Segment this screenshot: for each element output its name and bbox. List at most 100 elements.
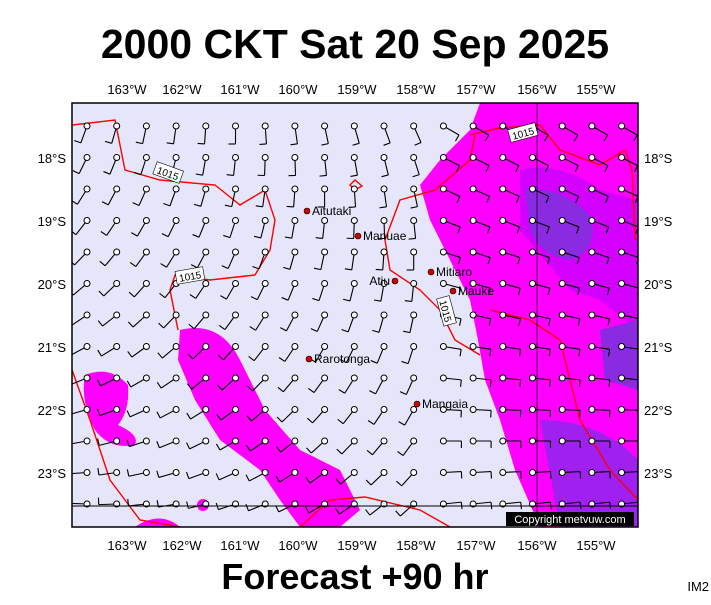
lat-label: 23°S	[644, 466, 673, 481]
place-dot	[392, 278, 398, 284]
place-name: Atiu	[369, 274, 390, 288]
lon-label: 159°W	[337, 82, 377, 97]
lat-label: 20°S	[644, 277, 673, 292]
wind-station	[262, 249, 268, 255]
wind-station	[589, 312, 595, 318]
wind-station	[589, 344, 595, 350]
wind-station	[322, 249, 328, 255]
wind-station	[351, 218, 357, 224]
place-dot	[306, 356, 312, 362]
lat-label: 21°S	[38, 340, 67, 355]
wind-station	[440, 186, 446, 192]
wind-station	[143, 375, 149, 381]
wind-station	[84, 470, 90, 476]
lon-label: 159°W	[337, 538, 377, 553]
wind-station	[114, 123, 120, 129]
wind-barb-flag	[320, 175, 327, 176]
wind-station	[322, 470, 328, 476]
wind-station	[589, 186, 595, 192]
wind-station	[114, 186, 120, 192]
wind-station	[500, 344, 506, 350]
wind-station	[203, 155, 209, 161]
wind-station	[411, 375, 417, 381]
wind-station	[440, 470, 446, 476]
wind-station	[114, 438, 120, 444]
wind-station	[589, 155, 595, 161]
wind-station	[203, 407, 209, 413]
lat-label: 23°S	[38, 466, 67, 481]
place-dot	[428, 269, 434, 275]
wind-station	[619, 218, 625, 224]
wind-station	[143, 407, 149, 413]
wind-station	[589, 281, 595, 287]
wind-station	[351, 407, 357, 413]
wind-station	[143, 249, 149, 255]
wind-station	[411, 249, 417, 255]
wind-station	[619, 249, 625, 255]
wind-station	[619, 344, 625, 350]
wind-station	[470, 186, 476, 192]
wind-station	[262, 438, 268, 444]
wind-station	[203, 375, 209, 381]
wind-station	[440, 344, 446, 350]
wind-station	[381, 438, 387, 444]
wind-station	[173, 155, 179, 161]
wind-station	[143, 123, 149, 129]
wind-station	[589, 218, 595, 224]
wind-station	[470, 123, 476, 129]
wind-station	[262, 155, 268, 161]
wind-station	[84, 344, 90, 350]
wind-station	[203, 470, 209, 476]
wind-station	[233, 407, 239, 413]
lat-label: 19°S	[644, 214, 673, 229]
wind-station	[589, 375, 595, 381]
wind-station	[114, 281, 120, 287]
wind-station	[440, 218, 446, 224]
wind-station	[440, 155, 446, 161]
wind-station	[411, 470, 417, 476]
wind-station	[381, 186, 387, 192]
lon-label: 163°W	[107, 82, 147, 97]
wind-station	[262, 344, 268, 350]
wind-station	[203, 123, 209, 129]
wind-station	[351, 123, 357, 129]
wind-station	[262, 186, 268, 192]
wind-station	[351, 344, 357, 350]
wind-station	[500, 123, 506, 129]
wind-station	[322, 312, 328, 318]
lon-label: 163°W	[107, 538, 147, 553]
wind-station	[233, 344, 239, 350]
wind-station	[530, 438, 536, 444]
wind-station	[143, 312, 149, 318]
wind-station	[559, 344, 565, 350]
wind-station	[619, 186, 625, 192]
wind-station	[322, 123, 328, 129]
wind-station	[84, 218, 90, 224]
place-name: Mitiaro	[436, 265, 472, 279]
wind-station	[351, 155, 357, 161]
wind-barb-flag	[520, 380, 521, 387]
wind-station	[84, 312, 90, 318]
lon-label: 162°W	[162, 538, 202, 553]
wind-station	[500, 249, 506, 255]
lon-label: 155°W	[576, 82, 616, 97]
wind-station	[411, 438, 417, 444]
wind-station	[84, 249, 90, 255]
wind-station	[84, 438, 90, 444]
wind-station	[470, 470, 476, 476]
wind-station	[351, 470, 357, 476]
wind-station	[203, 438, 209, 444]
map-area	[68, 103, 641, 527]
wind-station	[470, 438, 476, 444]
wind-station	[530, 249, 536, 255]
wind-station	[292, 438, 298, 444]
wind-station	[262, 407, 268, 413]
wind-station	[530, 407, 536, 413]
wind-station	[292, 155, 298, 161]
wind-station	[292, 470, 298, 476]
wind-station	[530, 375, 536, 381]
lon-label: 156°W	[517, 82, 557, 97]
wind-station	[500, 407, 506, 413]
wind-station	[470, 407, 476, 413]
